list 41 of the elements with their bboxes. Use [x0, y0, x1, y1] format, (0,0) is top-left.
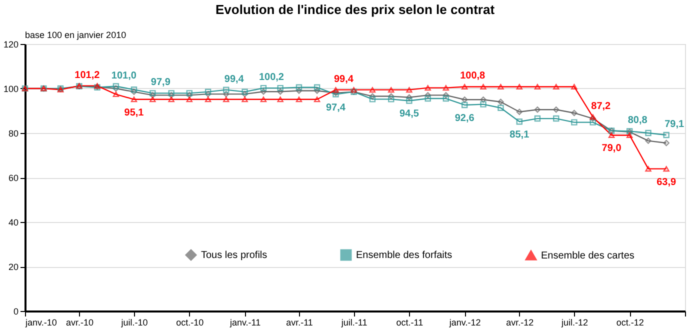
x-tick-label: oct.-12 — [616, 318, 644, 328]
data-label: 97,4 — [326, 102, 346, 114]
y-tick-label: 60 — [8, 173, 18, 183]
data-label: 92,6 — [454, 112, 475, 124]
data-label: 99,4 — [224, 74, 244, 85]
data-label: 99,4 — [334, 74, 354, 85]
data-label: 63,9 — [656, 176, 676, 188]
chart-title: Evolution de l'indice des prix selon le contrat — [215, 2, 496, 17]
data-label: 79,0 — [602, 143, 622, 154]
x-tick-label: juil.-10 — [120, 318, 148, 328]
data-label: 101,0 — [111, 70, 137, 82]
y-tick-label: 40 — [8, 218, 18, 228]
data-label: 100,2 — [258, 72, 284, 84]
x-tick-label: avr.-11 — [286, 318, 313, 328]
x-tick-label: avr.-12 — [506, 318, 534, 328]
y-tick-label: 120 — [3, 40, 18, 50]
data-label: 101,2 — [74, 70, 100, 81]
x-tick-label: janv.-10 — [24, 318, 57, 328]
x-tick-label: juil.-12 — [560, 318, 588, 328]
data-label: 100,8 — [460, 70, 486, 82]
data-label: 85,1 — [510, 130, 530, 141]
data-label: 97,9 — [150, 77, 171, 88]
y-tick-label: 80 — [8, 128, 18, 138]
x-tick-label: janv.-11 — [228, 318, 261, 328]
legend-label: Tous les profils — [201, 250, 268, 261]
legend-label: Ensemble des forfaits — [356, 250, 452, 261]
data-label: 79,1 — [664, 119, 684, 130]
x-tick-label: oct.-10 — [176, 318, 204, 328]
data-label: 95,1 — [124, 107, 144, 118]
y-tick-label: 0 — [13, 306, 18, 316]
y-tick-label: 100 — [3, 84, 18, 94]
chart-subtitle: base 100 en janvier 2010 — [25, 30, 126, 40]
data-label: 80,8 — [628, 115, 648, 126]
data-label: 94,5 — [399, 108, 420, 120]
x-tick-label: avr.-10 — [66, 318, 94, 328]
y-tick-label: 20 — [8, 262, 18, 272]
data-label: 87,2 — [591, 100, 612, 112]
x-tick-label: juil.-11 — [340, 318, 368, 328]
legend-label: Ensemble des cartes — [541, 250, 634, 262]
x-tick-label: janv.-12 — [448, 318, 481, 328]
x-tick-label: oct.-11 — [396, 318, 424, 328]
